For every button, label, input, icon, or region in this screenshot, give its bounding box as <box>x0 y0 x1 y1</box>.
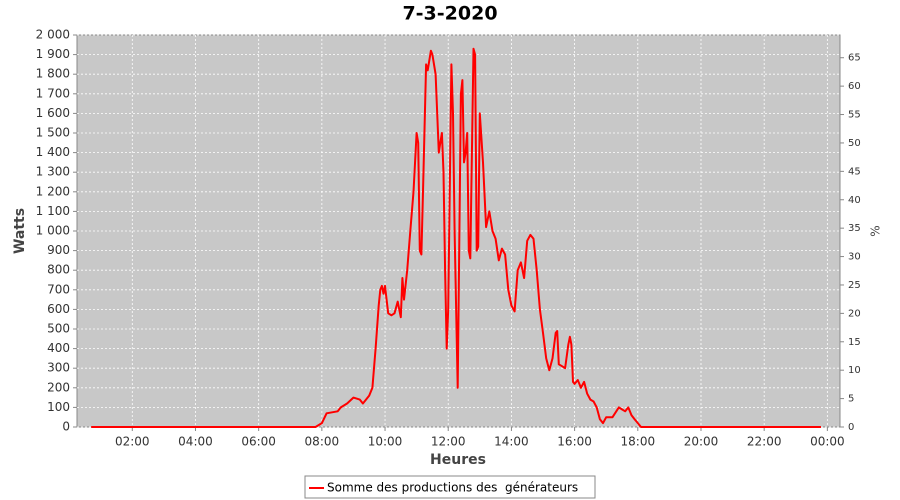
chart-title: 7-3-2020 <box>402 3 497 25</box>
y2-tick-label: 0 <box>848 422 854 433</box>
y2-tick-label: 5 <box>848 394 854 405</box>
y2-tick-label: 50 <box>848 138 861 149</box>
y2-tick-label: 60 <box>848 81 861 92</box>
y-tick-label: 1 600 <box>36 106 70 120</box>
x-tick-label: 16:00 <box>557 435 592 449</box>
x-tick-label: 22:00 <box>747 435 782 449</box>
y-tick-label: 2 000 <box>36 28 70 42</box>
y2-tick-label: 25 <box>848 280 861 291</box>
y-tick-label: 1 800 <box>36 67 70 81</box>
y2-tick-label: 10 <box>848 365 861 376</box>
y-tick-label: 700 <box>47 282 70 296</box>
y-tick-label: 0 <box>62 420 70 434</box>
y-tick-label: 100 <box>47 400 70 414</box>
y-tick-label: 1 700 <box>36 86 70 100</box>
y-tick-label: 1 000 <box>36 224 70 238</box>
x-tick-label: 06:00 <box>241 435 276 449</box>
y-tick-label: 400 <box>47 341 70 355</box>
y2-tick-label: 65 <box>848 53 861 64</box>
y2-tick-label: 15 <box>848 337 861 348</box>
x-tick-label: 14:00 <box>494 435 529 449</box>
x-axis-label: Heures <box>430 452 486 468</box>
y2-tick-label: 30 <box>848 252 861 263</box>
legend <box>304 475 596 499</box>
data-line <box>91 47 821 428</box>
y2-tick-label: 40 <box>848 195 861 206</box>
y-tick-label: 200 <box>47 380 70 394</box>
y-tick-label: 600 <box>47 302 70 316</box>
y-tick-label: 500 <box>47 322 70 336</box>
y2-tick-label: 20 <box>848 308 861 319</box>
x-tick-label: 00:00 <box>810 435 845 449</box>
y2-tick-label: 35 <box>848 223 861 234</box>
legend-label: Somme des productions des générateurs <box>327 481 578 495</box>
x-tick-label: 08:00 <box>305 435 340 449</box>
x-tick-label: 18:00 <box>621 435 656 449</box>
y-tick-label: 1 500 <box>36 126 70 140</box>
y2-axis-label: % <box>869 225 883 236</box>
x-tick-label: 10:00 <box>368 435 403 449</box>
y2-tick-label: 55 <box>848 110 861 121</box>
y-tick-label: 1 400 <box>36 145 70 159</box>
x-tick-label: 02:00 <box>115 435 150 449</box>
y-tick-label: 1 100 <box>36 204 70 218</box>
y2-tick-label: 45 <box>848 166 861 177</box>
x-tick-label: 04:00 <box>178 435 213 449</box>
y-tick-label: 1 900 <box>36 47 70 61</box>
y-tick-label: 300 <box>47 361 70 375</box>
y-tick-label: 900 <box>47 243 70 257</box>
x-tick-label: 12:00 <box>431 435 466 449</box>
y-tick-label: 1 200 <box>36 184 70 198</box>
y-tick-label: 800 <box>47 263 70 277</box>
y-tick-label: 1 300 <box>36 165 70 179</box>
y-axis-label: Watts <box>12 208 28 254</box>
x-tick-label: 20:00 <box>684 435 719 449</box>
